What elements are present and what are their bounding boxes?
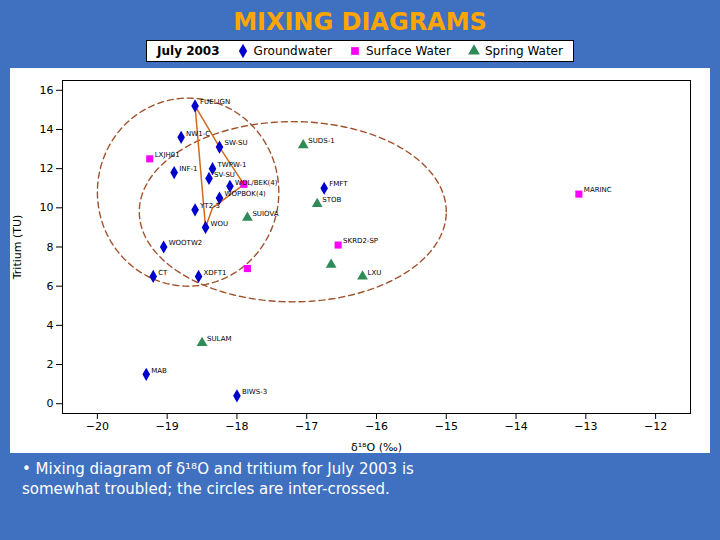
svg-text:WOOTW2: WOOTW2 bbox=[169, 239, 203, 247]
svg-text:YT2-3: YT2-3 bbox=[199, 202, 220, 210]
svg-text:SULAM: SULAM bbox=[207, 335, 231, 343]
svg-text:TWPW-1: TWPW-1 bbox=[217, 161, 247, 169]
svg-text:−17: −17 bbox=[295, 420, 318, 433]
svg-text:MARINC: MARINC bbox=[584, 186, 612, 194]
svg-text:INF-1: INF-1 bbox=[179, 165, 197, 173]
svg-text:2: 2 bbox=[47, 358, 54, 371]
svg-text:XDFT1: XDFT1 bbox=[204, 269, 227, 277]
svg-text:WOPBOK(4): WOPBOK(4) bbox=[225, 190, 267, 198]
svg-text:δ¹⁸O (‰): δ¹⁸O (‰) bbox=[351, 441, 402, 454]
html-text:July 2003: July 2003 bbox=[157, 44, 220, 58]
html-text:somewhat troubled; the circles: somewhat troubled; the circles are inter… bbox=[22, 480, 390, 498]
svg-text:LXJH01: LXJH01 bbox=[155, 151, 180, 159]
html-text:Spring Water: Spring Water bbox=[484, 44, 563, 58]
html-text:Surface Water: Surface Water bbox=[365, 44, 451, 58]
svg-text:SUIOVA: SUIOVA bbox=[252, 210, 278, 218]
svg-text:12: 12 bbox=[40, 162, 54, 175]
svg-text:10: 10 bbox=[40, 201, 54, 214]
svg-text:FUELIGN: FUELIGN bbox=[200, 98, 230, 106]
svg-text:SKRD2-SP: SKRD2-SP bbox=[343, 237, 378, 245]
svg-text:Tritium (TU): Tritium (TU) bbox=[11, 215, 24, 281]
svg-text:−13: −13 bbox=[574, 420, 597, 433]
svg-text:14: 14 bbox=[40, 123, 54, 136]
svg-text:8: 8 bbox=[47, 241, 54, 254]
svg-text:−20: −20 bbox=[86, 420, 109, 433]
svg-text:−18: −18 bbox=[225, 420, 248, 433]
svg-text:CT: CT bbox=[158, 269, 168, 277]
svg-text:WOU: WOU bbox=[211, 220, 229, 228]
svg-text:16: 16 bbox=[40, 84, 54, 97]
svg-text:6: 6 bbox=[47, 280, 54, 293]
html-text:• Mixing diagram of δ¹⁸O and t: • Mixing diagram of δ¹⁸O and tritium for… bbox=[22, 460, 414, 478]
svg-text:−16: −16 bbox=[365, 420, 388, 433]
svg-text:WOL/BEK(4): WOL/BEK(4) bbox=[235, 179, 278, 187]
svg-text:NW1-C: NW1-C bbox=[186, 130, 210, 138]
html-text:MIXING DIAGRAMS: MIXING DIAGRAMS bbox=[233, 8, 487, 36]
svg-text:STOB: STOB bbox=[322, 196, 341, 204]
svg-text:−14: −14 bbox=[504, 420, 527, 433]
svg-text:FMFT: FMFT bbox=[329, 180, 348, 188]
svg-text:−15: −15 bbox=[435, 420, 458, 433]
svg-text:SV-SU: SV-SU bbox=[214, 171, 235, 179]
svg-text:BIWS-3: BIWS-3 bbox=[242, 388, 267, 396]
svg-text:−19: −19 bbox=[156, 420, 179, 433]
svg-text:SW-SU: SW-SU bbox=[225, 139, 248, 147]
svg-text:−12: −12 bbox=[644, 420, 667, 433]
svg-text:4: 4 bbox=[47, 319, 54, 332]
svg-text:0: 0 bbox=[47, 397, 54, 410]
html-text:Groundwater: Groundwater bbox=[253, 44, 332, 58]
svg-text:LXU: LXU bbox=[368, 269, 382, 277]
svg-text:SUDS-1: SUDS-1 bbox=[308, 137, 334, 145]
svg-text:MAB: MAB bbox=[151, 367, 167, 375]
